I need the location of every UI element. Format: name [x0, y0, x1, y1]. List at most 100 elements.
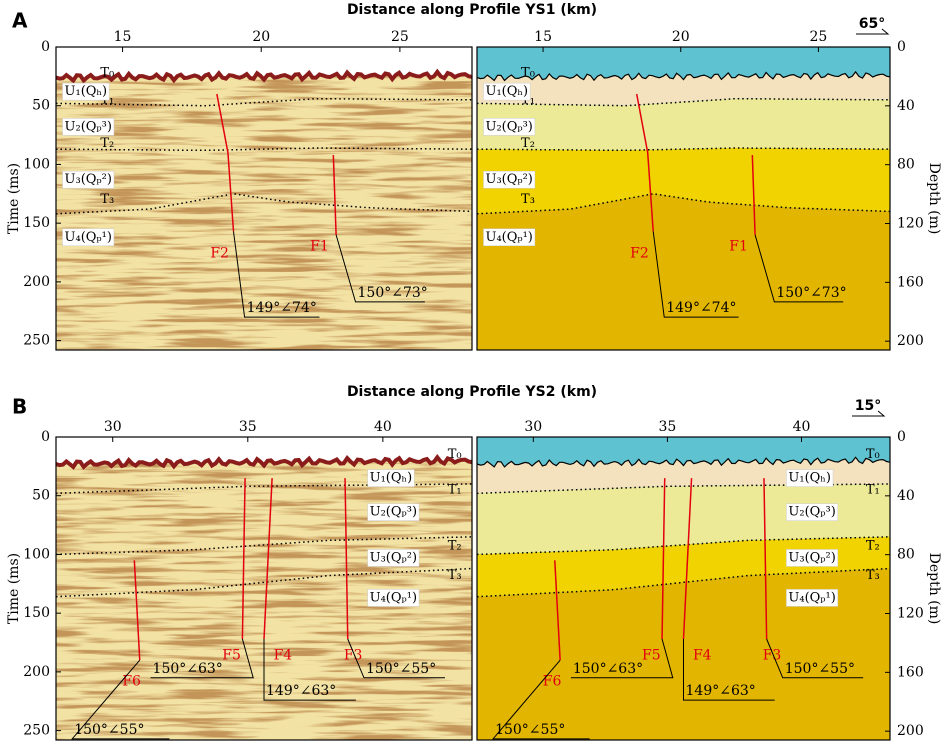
x-tick-label: 20 [252, 29, 270, 45]
y-tick-label: 50 [32, 98, 50, 114]
fault-label: F5 [222, 647, 241, 663]
fault [682, 478, 693, 640]
fault [635, 93, 654, 232]
fault [554, 560, 561, 661]
fault-label: F6 [122, 673, 141, 689]
attitude-leader [232, 231, 320, 318]
fault-label: F3 [344, 647, 363, 663]
fault-attitude: 150°∠55° [366, 661, 436, 677]
attitude-leader [492, 659, 590, 740]
horizon-label: T₂ [448, 539, 462, 554]
x-tick-label: 15 [114, 29, 132, 45]
horizon [56, 147, 472, 152]
horizon-label: T₃ [100, 192, 114, 207]
fault-attitude: 150°∠63° [153, 661, 223, 677]
fault-label: F4 [693, 647, 712, 663]
y-tick-label: 250 [23, 723, 50, 739]
interpretation-panel: T₀T₁T₂T₃U₁(Qₕ)U₂(Qₚ³)U₃(Qₚ²)U₄(Qₚ¹)F2149… [476, 29, 891, 351]
attitude-leader [71, 659, 170, 740]
unit-label: U₂(Qₚ³) [65, 119, 112, 134]
horizon [477, 567, 890, 598]
depth-tick-label: 40 [897, 488, 915, 504]
fault [133, 560, 141, 661]
unit-label-box [62, 228, 115, 247]
fault-label: F3 [763, 647, 782, 663]
unit-label: U₃(Qₚ²) [486, 172, 533, 187]
unit-label: U₄(Qₚ¹) [788, 590, 835, 605]
fault [763, 478, 768, 640]
unit-label-box [62, 118, 115, 136]
y-tick-label: 200 [23, 664, 50, 680]
seabed-reflector [56, 68, 472, 84]
panel-title: Distance along Profile YS2 (km) [347, 384, 597, 400]
fault-label: F1 [310, 239, 329, 255]
depth-tick-label: 120 [897, 606, 924, 622]
attitude-leader [263, 639, 356, 701]
fault [263, 478, 273, 640]
unit-label-box [367, 503, 420, 521]
texture [56, 71, 472, 350]
fault-label: F4 [274, 647, 293, 663]
depth-tick-label: 200 [897, 333, 924, 349]
unit-label-box [62, 170, 115, 189]
panel-body [477, 47, 890, 350]
fault [216, 93, 235, 232]
unit-label: U₃(Qₚ²) [370, 550, 417, 565]
unit-label: U₂(Qₚ³) [788, 505, 835, 520]
x-tick-label: 40 [793, 419, 811, 435]
unit-label-box [786, 503, 839, 521]
horizon-label: T₀ [448, 447, 462, 462]
depth-axis-label: Depth (m) [926, 163, 942, 235]
depth-tick-label: 80 [897, 547, 915, 563]
attitude-leader [766, 638, 864, 679]
x-tick-label: 25 [809, 29, 827, 45]
depth-tick-label: 80 [897, 157, 915, 173]
unit-label: U₃(Qₚ²) [65, 172, 112, 187]
unit-label-box [367, 589, 420, 607]
layer [477, 484, 890, 555]
y-tick-label: 250 [23, 333, 50, 349]
horizon-label: T₃ [866, 568, 880, 583]
x-tick-label: 15 [534, 29, 552, 45]
horizon-label: T₁ [448, 482, 462, 497]
horizon [56, 536, 472, 556]
azimuth: 15° [855, 398, 881, 414]
unit-label: U₄(Qₚ¹) [486, 230, 533, 245]
attitude-leader [754, 234, 844, 303]
x-tick-label: 30 [524, 419, 542, 435]
x-tick-label: 35 [239, 419, 257, 435]
fault-label: F1 [729, 239, 748, 255]
unit-label-box [367, 469, 415, 487]
seismic-panel: T₀T₁T₂T₃U₁(Qₕ)U₂(Qₚ³)U₃(Qₚ²)U₄(Qₚ¹)F2149… [55, 29, 473, 351]
horizon-label: T₂ [100, 136, 114, 151]
depth-axis-label: Depth (m) [926, 553, 942, 625]
horizon-label: T₁ [866, 482, 880, 497]
fault-attitude: 149°∠63° [266, 683, 336, 699]
panel-letter: B [12, 395, 27, 419]
unit-label: U₂(Qₚ³) [370, 505, 417, 520]
panel-title: Distance along Profile YS1 (km) [347, 2, 597, 18]
fault-attitude: 150°∠55° [74, 722, 144, 738]
frame [55, 46, 473, 351]
x-tick-label: 35 [658, 419, 676, 435]
depth-tick-label: 160 [897, 664, 924, 680]
unit-label-box [483, 170, 536, 189]
horizon [477, 147, 890, 152]
unit-label: U₄(Qₚ¹) [370, 590, 417, 605]
seismic-panel: T₀ T₁ T₂ T₃ U₁(Qₕ) U₂(Qₚ³) U₃(Qₚ²) U₄(Qₚ¹) F6 150… [55, 419, 473, 741]
depth-tick-label: 160 [897, 274, 924, 290]
unit-label: U₁(Qₕ) [788, 471, 831, 486]
frame [55, 436, 473, 741]
fault-label: F5 [642, 647, 661, 663]
horizon [477, 536, 890, 556]
panel-body [56, 47, 472, 350]
horizon-label: T₂ [521, 136, 535, 151]
panel-letter: A [12, 9, 28, 33]
unit-label-box [62, 82, 110, 101]
horizon [56, 567, 472, 598]
unit-label: U₂(Qₚ³) [486, 119, 533, 134]
fault-attitude: 150°∠73° [358, 285, 428, 301]
layer [477, 71, 890, 106]
fault-label: F2 [630, 246, 649, 262]
y-tick-label: 150 [23, 215, 50, 231]
